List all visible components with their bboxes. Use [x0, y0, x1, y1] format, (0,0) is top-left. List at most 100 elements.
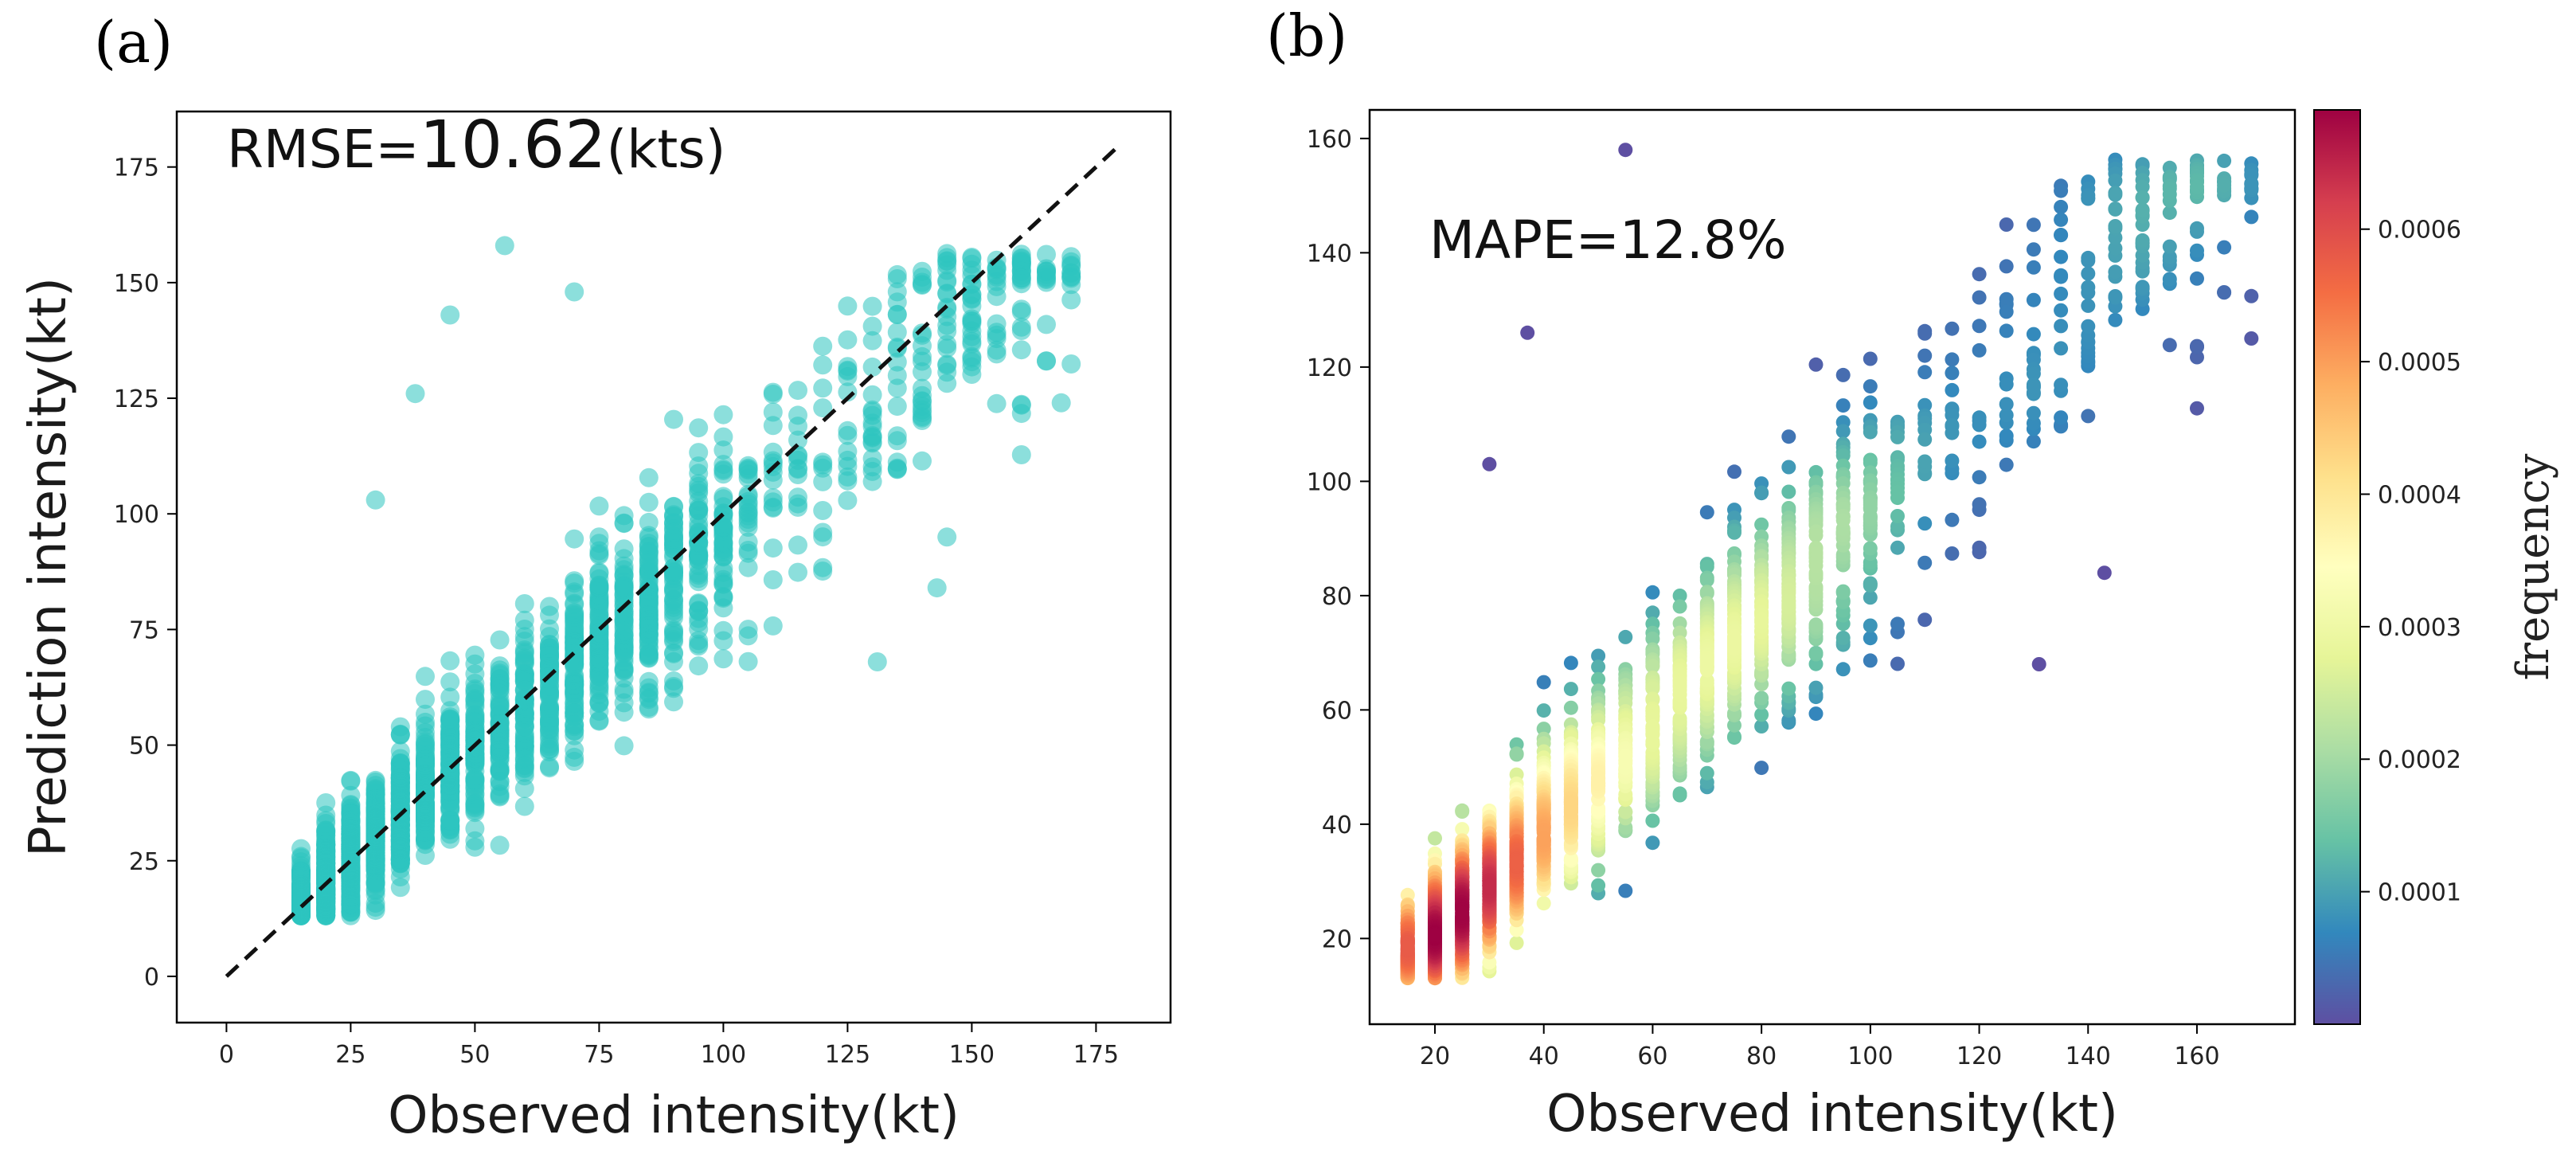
- panel-a-x-tick-label: 175: [1073, 1041, 1119, 1069]
- panel-b-point: [2108, 219, 2123, 233]
- panel-b-point: [2244, 177, 2259, 192]
- panel-b-point: [1727, 525, 1741, 540]
- panel-a-point: [713, 427, 733, 447]
- panel-a-point: [514, 620, 534, 639]
- panel-a-rmse-annotation: RMSE=10.62(kts): [227, 108, 725, 183]
- panel-b-point: [1563, 655, 1578, 671]
- panel-b-point: [2217, 153, 2232, 168]
- panel-b-point: [2026, 405, 2041, 421]
- panel-a-points: [291, 236, 1081, 926]
- panel-a-point: [614, 556, 634, 576]
- panel-b-point: [1482, 955, 1497, 970]
- panel-b-point: [1645, 681, 1660, 696]
- panel-b-point: [2108, 173, 2123, 188]
- panel-a-point: [341, 871, 361, 890]
- panel-a-point: [639, 468, 659, 487]
- panel-b-point: [2162, 249, 2177, 264]
- panel-a-point: [341, 810, 361, 830]
- colorbar: [2313, 109, 2361, 1025]
- panel-b-point: [1781, 594, 1796, 609]
- panel-a-x-tick-label: 150: [949, 1041, 995, 1069]
- panel-b-point: [2108, 241, 2123, 256]
- panel-a-point: [639, 605, 659, 625]
- panel-b-point: [2081, 191, 2096, 206]
- panel-b-point: [1917, 612, 1933, 628]
- panel-b-point: [1754, 517, 1769, 532]
- panel-b-point: [1699, 765, 1714, 780]
- panel-a-point: [540, 716, 559, 736]
- panel-a-point: [763, 570, 783, 589]
- panel-b-point: [1863, 351, 1878, 366]
- panel-a-point: [565, 747, 584, 767]
- panel-a-point: [763, 402, 783, 422]
- panel-a-point: [887, 338, 907, 358]
- panel-a-point: [514, 739, 534, 759]
- panel-b-point: [2026, 292, 2041, 307]
- panel-b-point: [1536, 831, 1551, 846]
- panel-a-point: [763, 416, 783, 436]
- panel-a-point: [788, 535, 807, 555]
- panel-a-point: [738, 460, 758, 480]
- panel-b-point: [1999, 377, 2014, 392]
- panel-b-point: [1863, 590, 1878, 605]
- panel-b-point: [2217, 240, 2232, 255]
- panel-a-point: [465, 681, 485, 701]
- panel-b-point: [1808, 357, 1824, 372]
- panel-b-point: [2097, 565, 2112, 581]
- panel-b-mape-annotation: MAPE=12.8%: [1429, 209, 1787, 271]
- panel-a-point: [1037, 245, 1056, 264]
- panel-a-point: [738, 626, 758, 646]
- panel-b-point: [2190, 401, 2204, 416]
- panel-b-point: [1999, 304, 2014, 319]
- panel-b-y-tick-label: 100: [1307, 468, 1352, 496]
- colorbar-tick-label: 0.0003: [2378, 614, 2461, 642]
- panel-a-point: [913, 378, 932, 398]
- panel-a-point: [514, 594, 534, 613]
- panel-b-y-tick-label: 80: [1322, 583, 1352, 611]
- panel-b-point: [1509, 855, 1524, 870]
- panel-b-point: [2190, 350, 2204, 365]
- panel-b-point: [1972, 342, 1987, 358]
- panel-b-point: [1699, 586, 1714, 601]
- panel-a-point: [365, 773, 385, 792]
- panel-a-x-tick-label: 100: [701, 1041, 746, 1069]
- panel-a-point: [763, 616, 783, 636]
- panel-b-point: [2054, 249, 2069, 264]
- panel-a-point: [341, 771, 361, 791]
- panel-a-point: [788, 465, 807, 484]
- panel-b-point: [1618, 804, 1633, 820]
- panel-b-point: [1781, 681, 1796, 696]
- panel-a-point: [1011, 445, 1031, 464]
- panel-b-point: [2026, 434, 2041, 449]
- panel-a-point: [365, 873, 385, 893]
- panel-a-point: [937, 260, 957, 280]
- panel-b-point: [1754, 761, 1769, 776]
- panel-a-point: [664, 529, 683, 549]
- panel-b-point: [1645, 605, 1660, 620]
- panel-b-point: [1754, 719, 1769, 734]
- panel-a-point: [664, 597, 683, 617]
- panel-b-point: [1645, 632, 1660, 646]
- colorbar-tick-label: 0.0005: [2378, 349, 2461, 377]
- panel-b-point: [1699, 573, 1714, 588]
- panel-a-y-tick-label: 175: [114, 155, 159, 182]
- panel-b-point: [2190, 271, 2204, 286]
- panel-b-point: [1863, 379, 1878, 394]
- panel-a-point: [887, 352, 907, 372]
- panel-a-point: [763, 492, 783, 512]
- panel-a-point: [1011, 395, 1031, 415]
- panel-b-point: [1727, 718, 1741, 733]
- panel-b-point: [1672, 679, 1687, 694]
- panel-b-point: [1536, 722, 1551, 737]
- panel-b-x-tick-label: 80: [1746, 1043, 1777, 1070]
- panel-b-point: [1863, 576, 1878, 591]
- panel-b-point: [2162, 272, 2177, 287]
- panel-b-point: [2026, 260, 2041, 275]
- panel-b-point: [2162, 239, 2177, 254]
- panel-b-point: [2108, 312, 2123, 327]
- panel-b-y-ticks: 20 40 60 80 100 120 140 160: [1307, 126, 1370, 953]
- panel-a-point: [614, 514, 634, 534]
- panel-a-point: [291, 861, 311, 881]
- panel-a-point: [291, 902, 311, 922]
